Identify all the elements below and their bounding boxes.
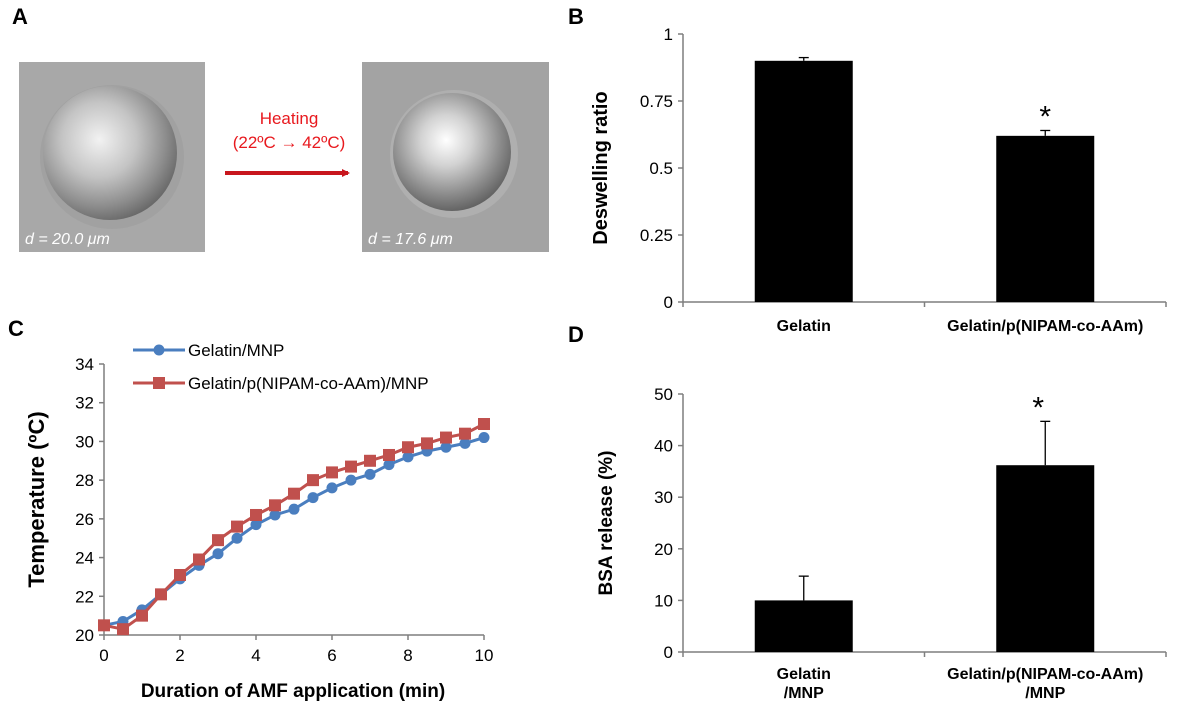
after-diameter-caption: d = 17.6 μm — [368, 231, 453, 248]
category-label: Gelatin/MNP — [777, 666, 831, 702]
panel-label-a: A — [12, 4, 28, 29]
y-tick-label: 50 — [654, 385, 673, 404]
y-tick-label: 0 — [664, 643, 673, 662]
x-tick-label: 0 — [99, 646, 108, 665]
category-label: Gelatin — [777, 318, 831, 335]
y-tick-label: 22 — [75, 587, 94, 606]
data-point — [383, 448, 395, 461]
data-point — [345, 474, 357, 486]
data-point — [326, 466, 338, 479]
y-axis-title: Temperature (ºC) — [24, 411, 49, 587]
legend-marker — [153, 344, 165, 356]
x-axis-title: Duration of AMF application (min) — [141, 681, 445, 702]
data-point — [478, 418, 490, 431]
data-point — [326, 482, 338, 494]
data-point — [364, 454, 376, 467]
chart-b-deswelling: 0 0.25 0.5 0.75 1 Gelatin * Gelatin/p(NIPAM-co-… — [590, 25, 1167, 335]
y-tick-label: 32 — [75, 394, 94, 413]
data-point — [231, 520, 243, 533]
x-tick-label: 10 — [475, 646, 494, 665]
data-point — [440, 431, 452, 444]
data-point — [402, 441, 414, 454]
y-tick-label: 1 — [664, 25, 673, 44]
data-point — [212, 534, 224, 547]
before-diameter-caption: d = 20.0 μm — [25, 231, 110, 248]
bar — [754, 600, 853, 652]
significance-star: * — [1032, 391, 1044, 424]
legend-label: Gelatin/p(NIPAM-co-AAm)/MNP — [188, 374, 429, 393]
data-point — [478, 432, 490, 444]
microscopy-after: d = 17.6 μm — [362, 62, 549, 252]
data-point — [440, 441, 452, 453]
y-tick-label: 30 — [654, 488, 673, 507]
data-point — [307, 492, 319, 504]
y-tick-label: 0.25 — [640, 226, 673, 245]
data-point — [459, 437, 471, 449]
y-tick-label: 0 — [664, 293, 673, 312]
data-point — [250, 519, 262, 531]
x-tick-label: 8 — [403, 646, 412, 665]
data-point — [307, 474, 319, 487]
bar — [996, 135, 1095, 302]
y-tick-label: 40 — [654, 437, 673, 456]
data-point — [345, 460, 357, 473]
y-tick-label: 0.75 — [640, 92, 673, 111]
data-point — [383, 459, 395, 471]
heating-arrow: Heating (22ºC → 42ºC) — [225, 109, 350, 177]
data-point — [193, 553, 205, 566]
y-axis-title: Deswelling ratio — [590, 91, 612, 244]
category-label: Gelatin/p(NIPAM-co-AAm)/MNP — [947, 666, 1143, 702]
heating-label: Heating — [260, 109, 319, 128]
data-point — [136, 609, 148, 622]
data-point — [402, 451, 414, 463]
data-point — [288, 487, 300, 500]
x-tick-label: 6 — [327, 646, 336, 665]
y-tick-label: 24 — [75, 549, 94, 568]
bar — [754, 60, 853, 302]
data-point — [364, 468, 376, 480]
significance-star: * — [1039, 100, 1051, 133]
y-tick-label: 26 — [75, 510, 94, 529]
y-tick-label: 34 — [75, 355, 94, 374]
data-point — [212, 548, 224, 560]
data-point — [174, 568, 186, 581]
chart-d-bsa-release: 0 10 20 30 40 50 Gelatin/MNP * Gelatin/p(NIPAM-c… — [596, 385, 1167, 702]
data-point — [269, 499, 281, 512]
y-tick-label: 0.5 — [649, 159, 673, 178]
panel-label-c: C — [8, 316, 24, 341]
legend-label: Gelatin/MNP — [188, 341, 284, 360]
microscopy-before: d = 20.0 μm — [19, 62, 205, 252]
x-tick-label: 4 — [251, 646, 260, 665]
panel-label-b: B — [568, 4, 584, 29]
heating-range-label: (22ºC → 42ºC) — [233, 133, 346, 152]
data-point — [231, 532, 243, 544]
data-point — [459, 427, 471, 440]
data-point — [288, 503, 300, 515]
data-point — [98, 619, 110, 632]
data-point — [155, 588, 167, 601]
x-tick-label: 2 — [175, 646, 184, 665]
panel-label-d: D — [568, 322, 584, 347]
y-axis-title: BSA release (%) — [596, 450, 617, 595]
data-point — [269, 509, 281, 521]
category-label: Gelatin/p(NIPAM-co-AAm) — [947, 318, 1143, 335]
y-tick-label: 10 — [654, 591, 673, 610]
legend-marker — [153, 377, 165, 389]
y-tick-label: 20 — [75, 626, 94, 645]
data-point — [117, 623, 129, 636]
bar — [996, 465, 1095, 652]
y-tick-label: 28 — [75, 471, 94, 490]
data-point — [421, 437, 433, 450]
y-tick-label: 20 — [654, 540, 673, 559]
data-point — [250, 508, 262, 521]
y-tick-label: 30 — [75, 432, 94, 451]
